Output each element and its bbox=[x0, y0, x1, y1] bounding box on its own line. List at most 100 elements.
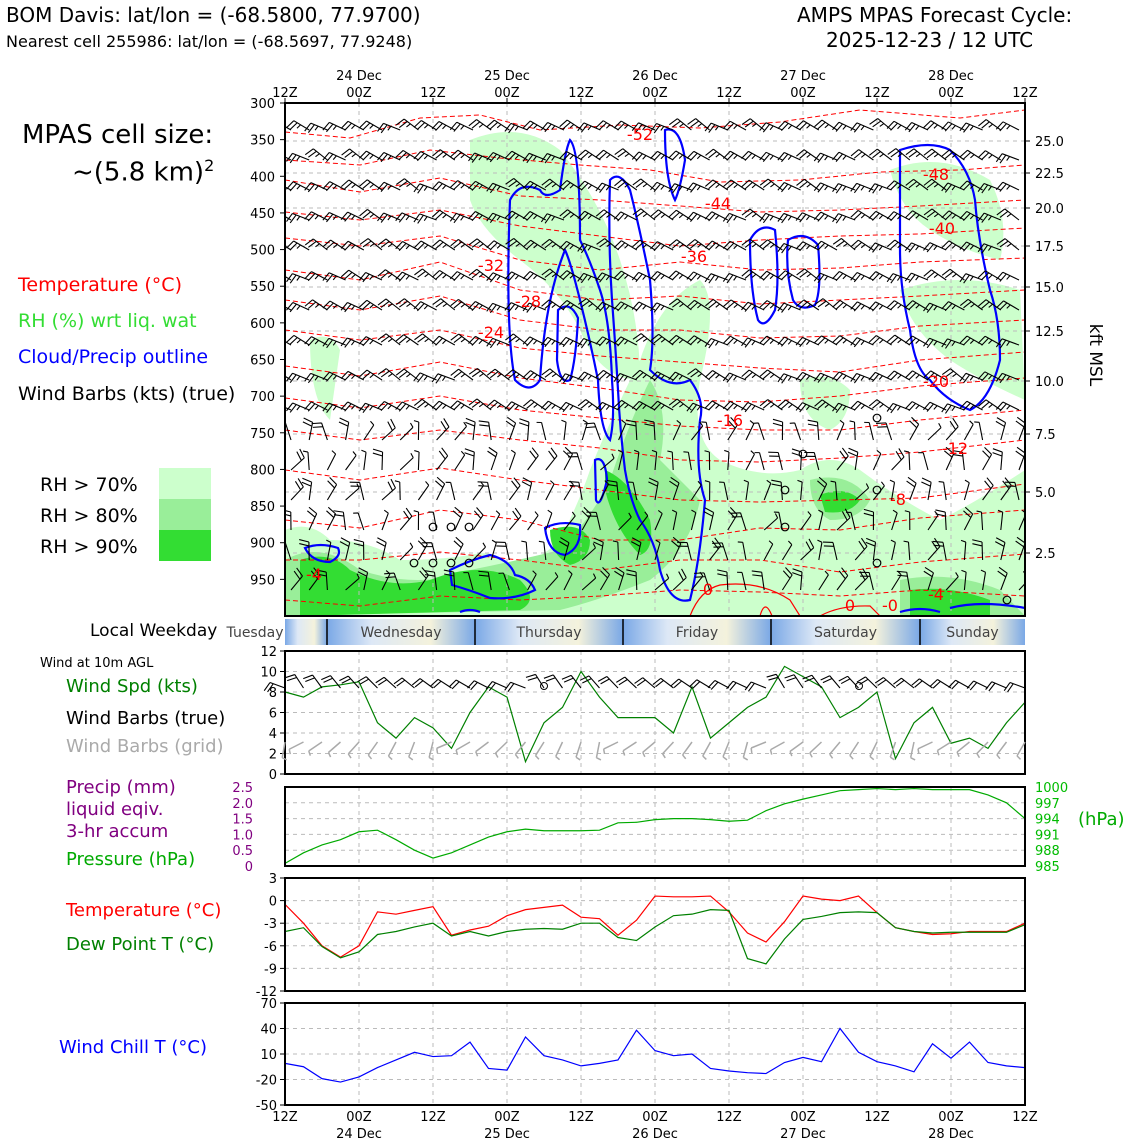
cs-barb-8-20 bbox=[632, 369, 656, 381]
cs-barb-12-22 bbox=[690, 480, 702, 501]
cs-barb-10-29 bbox=[807, 419, 820, 441]
weekday-cell-0 bbox=[285, 619, 327, 645]
cs-barb-10-35 bbox=[927, 422, 942, 441]
precip-ylabel-2: 1.0 bbox=[232, 828, 253, 843]
cs-barb-11-19 bbox=[633, 449, 640, 471]
cs-barb-0-36 bbox=[923, 120, 947, 131]
cs-barb-13-34 bbox=[904, 510, 911, 531]
cloud-outline-6 bbox=[555, 305, 580, 382]
cs-barb-9-8 bbox=[413, 398, 437, 411]
cs-barb-14-23 bbox=[709, 537, 722, 561]
cs-barb-0-9 bbox=[431, 121, 456, 132]
top-hour-label-10: 12Z bbox=[1012, 86, 1038, 101]
cs-barb-8-4 bbox=[340, 370, 365, 381]
cs-barb-8-16 bbox=[559, 373, 583, 384]
cs-barb-10-28 bbox=[789, 422, 802, 441]
cs-barb-14-30 bbox=[822, 541, 838, 561]
cs-barb-4-10 bbox=[450, 239, 474, 251]
cs-barb-15-24 bbox=[717, 569, 729, 591]
cs-barb-5-34 bbox=[886, 273, 910, 284]
cs-barb-15-37 bbox=[961, 569, 967, 591]
cs-barb-14-2 bbox=[326, 539, 332, 561]
cs-barb-1-31 bbox=[832, 151, 856, 162]
cs-barb-14-12 bbox=[495, 541, 510, 561]
cs-barb-0-1 bbox=[286, 120, 310, 131]
cs-barb-13-4 bbox=[353, 512, 365, 531]
cs-barb-5-31 bbox=[832, 271, 856, 282]
cs-barb-4-5 bbox=[359, 238, 383, 251]
cs-barb-10-30 bbox=[836, 419, 845, 441]
cs-barb-5-27 bbox=[759, 270, 783, 281]
cs-barb-6-32 bbox=[850, 301, 874, 312]
sfc-barb-grid-37 bbox=[956, 741, 970, 757]
sfc-barb-true-5 bbox=[357, 676, 378, 689]
cs-barb-3-11 bbox=[468, 211, 492, 222]
sfc-barb-grid-33 bbox=[889, 741, 897, 761]
cs-barb-9-29 bbox=[795, 402, 820, 413]
cs-barb-2-11 bbox=[468, 180, 492, 191]
sfc-calm-1 bbox=[855, 682, 863, 690]
cs-barb-0-20 bbox=[631, 122, 656, 133]
cs-barb-1-37 bbox=[941, 149, 965, 161]
cs-barb-3-10 bbox=[449, 212, 474, 224]
cloud-outline-12 bbox=[899, 607, 941, 614]
station-title: BOM Davis: lat/lon = (-68.5800, 77.9700) bbox=[6, 3, 421, 27]
sfc-barb-true-24 bbox=[707, 680, 730, 690]
cs-barb-0-12 bbox=[486, 119, 510, 131]
cs-barb-11-31 bbox=[847, 447, 859, 471]
cs-barb-13-7 bbox=[413, 510, 420, 531]
cell-size-exponent: 2 bbox=[204, 156, 215, 175]
cs-barb-2-29 bbox=[796, 178, 820, 191]
top-hour-label-1: 00Z bbox=[346, 86, 372, 101]
cs-barb-1-11 bbox=[468, 152, 492, 163]
top-hour-label-7: 00Z bbox=[790, 86, 816, 101]
cs-barb-12-2 bbox=[326, 476, 338, 501]
cs-barb-9-5 bbox=[358, 402, 383, 414]
cs-barb-13-21 bbox=[671, 509, 678, 531]
cs-barb-6-4 bbox=[340, 302, 365, 313]
cs-barb-9-34 bbox=[886, 402, 911, 414]
temperature-panel-ylabel-2: -6 bbox=[264, 940, 277, 955]
bottom-hour-label-4: 12Z bbox=[568, 1110, 594, 1125]
sfc-barb-grid-2 bbox=[308, 741, 323, 756]
cs-barb-14-19 bbox=[630, 537, 642, 561]
cs-barb-7-20 bbox=[632, 333, 656, 346]
cs-barb-9-35 bbox=[904, 401, 929, 412]
temperature-panel-frame bbox=[284, 877, 1026, 992]
kft-tick-label-1: 22.5 bbox=[1035, 167, 1064, 182]
cs-barb-9-2 bbox=[304, 401, 328, 412]
pressure-label: Pressure (hPa) bbox=[66, 849, 196, 870]
cs-barb-10-12 bbox=[505, 416, 517, 441]
temperature-panel-series-1 bbox=[284, 909, 1026, 965]
cs-barb-13-5 bbox=[381, 509, 389, 531]
cs-barb-5-25 bbox=[722, 272, 747, 284]
cs-barb-13-8 bbox=[428, 511, 438, 531]
cs-barb-5-7 bbox=[395, 271, 419, 282]
cs-barb-3-1 bbox=[286, 212, 310, 224]
cs-barb-4-36 bbox=[923, 242, 947, 253]
temperature-panel: -12 -9 -6 -3 0 3 bbox=[256, 872, 1026, 1000]
cs-barb-13-37 bbox=[963, 506, 974, 531]
cs-barb-5-2 bbox=[304, 271, 328, 282]
kft-tick-label-7: 7.5 bbox=[1035, 428, 1056, 443]
sfc-barb-true-22 bbox=[670, 678, 693, 689]
hpa-unit-label: (hPa) bbox=[1078, 809, 1125, 830]
cs-barb-7-29 bbox=[795, 336, 820, 348]
cs-barb-2-36 bbox=[923, 178, 947, 191]
cs-barb-1-36 bbox=[923, 148, 947, 161]
wind-speed-panel-ylabel-4: 8 bbox=[269, 686, 277, 701]
cs-barb-5-23 bbox=[686, 271, 710, 282]
cs-barb-6-24 bbox=[705, 299, 729, 311]
cs-barb-7-16 bbox=[559, 336, 583, 348]
legend-cloud: Cloud/Precip outline bbox=[18, 346, 209, 368]
cs-barb-1-4 bbox=[341, 148, 365, 161]
cs-barb-4-26 bbox=[741, 238, 765, 251]
cs-barb-9-18 bbox=[595, 401, 619, 413]
cs-barb-9-16 bbox=[559, 401, 583, 413]
pressure-tick-label-3: 450 bbox=[250, 207, 275, 222]
cs-barb-14-20 bbox=[654, 539, 661, 561]
cs-barb-11-25 bbox=[745, 450, 755, 471]
cs-barb-4-15 bbox=[541, 238, 565, 251]
cs-barb-2-17 bbox=[577, 180, 601, 191]
cs-barb-6-28 bbox=[777, 302, 801, 313]
